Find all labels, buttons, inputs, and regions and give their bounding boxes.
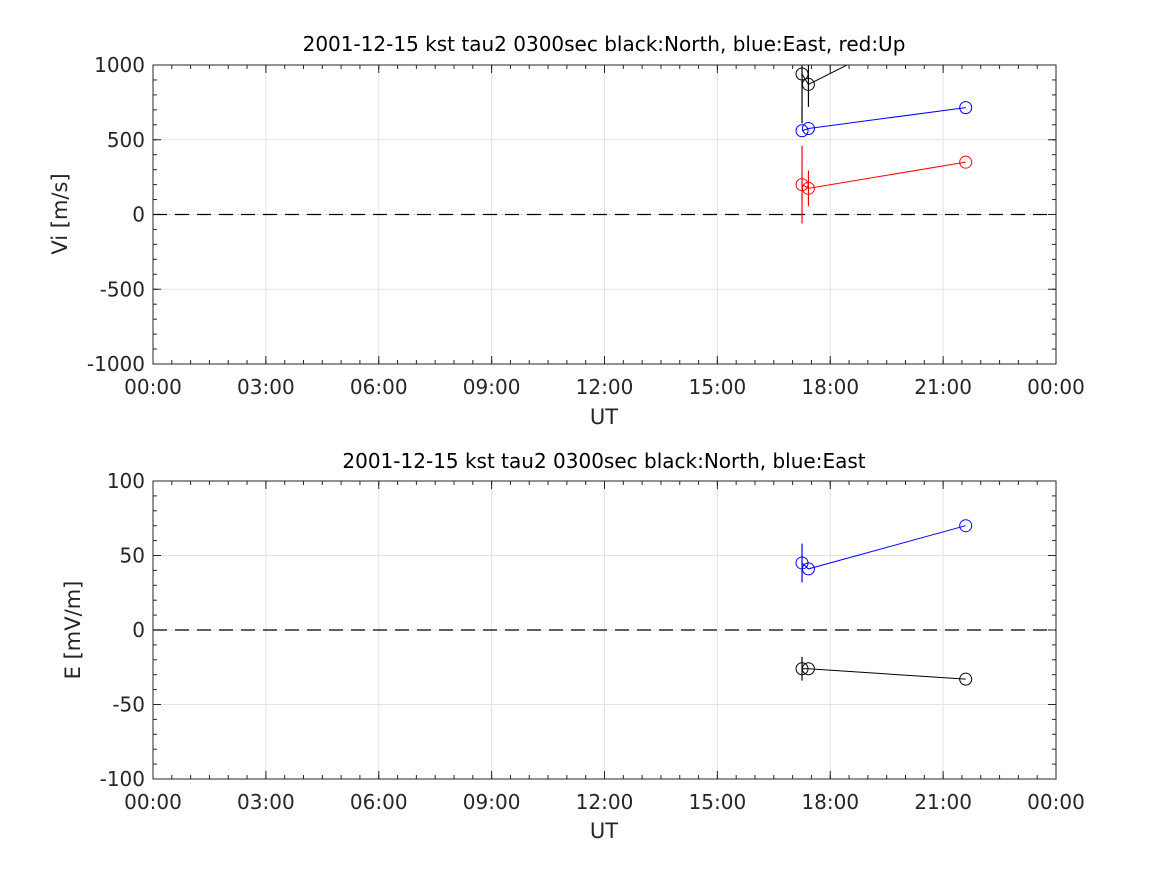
data-layer — [795, 519, 973, 686]
y-tick-label: 100 — [107, 469, 145, 493]
electric-field-panel: 2001-12-15 kst tau2 0300sec black:North,… — [61, 449, 1085, 843]
x-tick-label: 12:00 — [576, 375, 634, 399]
velocity-panel: 2001-12-15 kst tau2 0300sec black:North,… — [48, 32, 1085, 429]
velocity-x-axis-label: UT — [590, 405, 618, 429]
y-tick-label: -500 — [100, 277, 145, 301]
x-tick-label: 06:00 — [350, 790, 408, 814]
x-tick-label: 21:00 — [914, 790, 972, 814]
data-layer — [795, 65, 973, 224]
data-point — [795, 67, 809, 81]
y-tick-label: -1000 — [87, 352, 145, 376]
x-tick-label: 12:00 — [576, 790, 634, 814]
data-point — [801, 181, 815, 195]
x-tick-label: 06:00 — [350, 375, 408, 399]
x-tick-label: 21:00 — [914, 375, 972, 399]
y-tick-label: -50 — [112, 693, 145, 717]
x-tick-label: 03:00 — [237, 790, 295, 814]
data-point — [801, 662, 815, 676]
data-point — [795, 662, 809, 676]
y-tick-label: 1000 — [94, 53, 145, 77]
y-tick-label: -100 — [100, 767, 145, 791]
data-point — [959, 672, 973, 686]
data-point — [795, 178, 809, 192]
x-tick-label: 00:00 — [124, 375, 182, 399]
data-point — [959, 155, 973, 169]
velocity-y-axis-label: Vi [m/s] — [48, 173, 72, 254]
x-tick-label: 18:00 — [801, 790, 859, 814]
y-tick-label: 50 — [120, 544, 145, 568]
x-tick-label: 03:00 — [237, 375, 295, 399]
x-tick-label: 18:00 — [801, 375, 859, 399]
x-tick-label: 00:00 — [124, 790, 182, 814]
y-tick-label: 500 — [107, 128, 145, 152]
data-point — [801, 77, 815, 91]
electric-field-x-axis-label: UT — [590, 819, 618, 843]
series-line — [801, 107, 966, 132]
x-tick-label: 15:00 — [689, 375, 747, 399]
y-tick-label: 0 — [132, 618, 145, 642]
electric-field-y-axis-label: E [mV/m] — [61, 581, 85, 680]
data-point — [801, 562, 815, 576]
data-point — [795, 124, 809, 138]
y-tick-label: 0 — [132, 203, 145, 227]
data-point — [959, 519, 973, 533]
x-tick-label: 00:00 — [1027, 375, 1085, 399]
axes-box — [152, 480, 1057, 780]
x-tick-label: 15:00 — [689, 790, 747, 814]
electric-field-panel-title: 2001-12-15 kst tau2 0300sec black:North,… — [342, 449, 865, 473]
x-tick-label: 09:00 — [463, 375, 521, 399]
x-tick-label: 09:00 — [463, 790, 521, 814]
velocity-panel-title: 2001-12-15 kst tau2 0300sec black:North,… — [303, 32, 906, 56]
data-point — [801, 122, 815, 136]
axes-box — [152, 64, 1057, 365]
x-tick-label: 00:00 — [1027, 790, 1085, 814]
data-point — [959, 101, 973, 115]
